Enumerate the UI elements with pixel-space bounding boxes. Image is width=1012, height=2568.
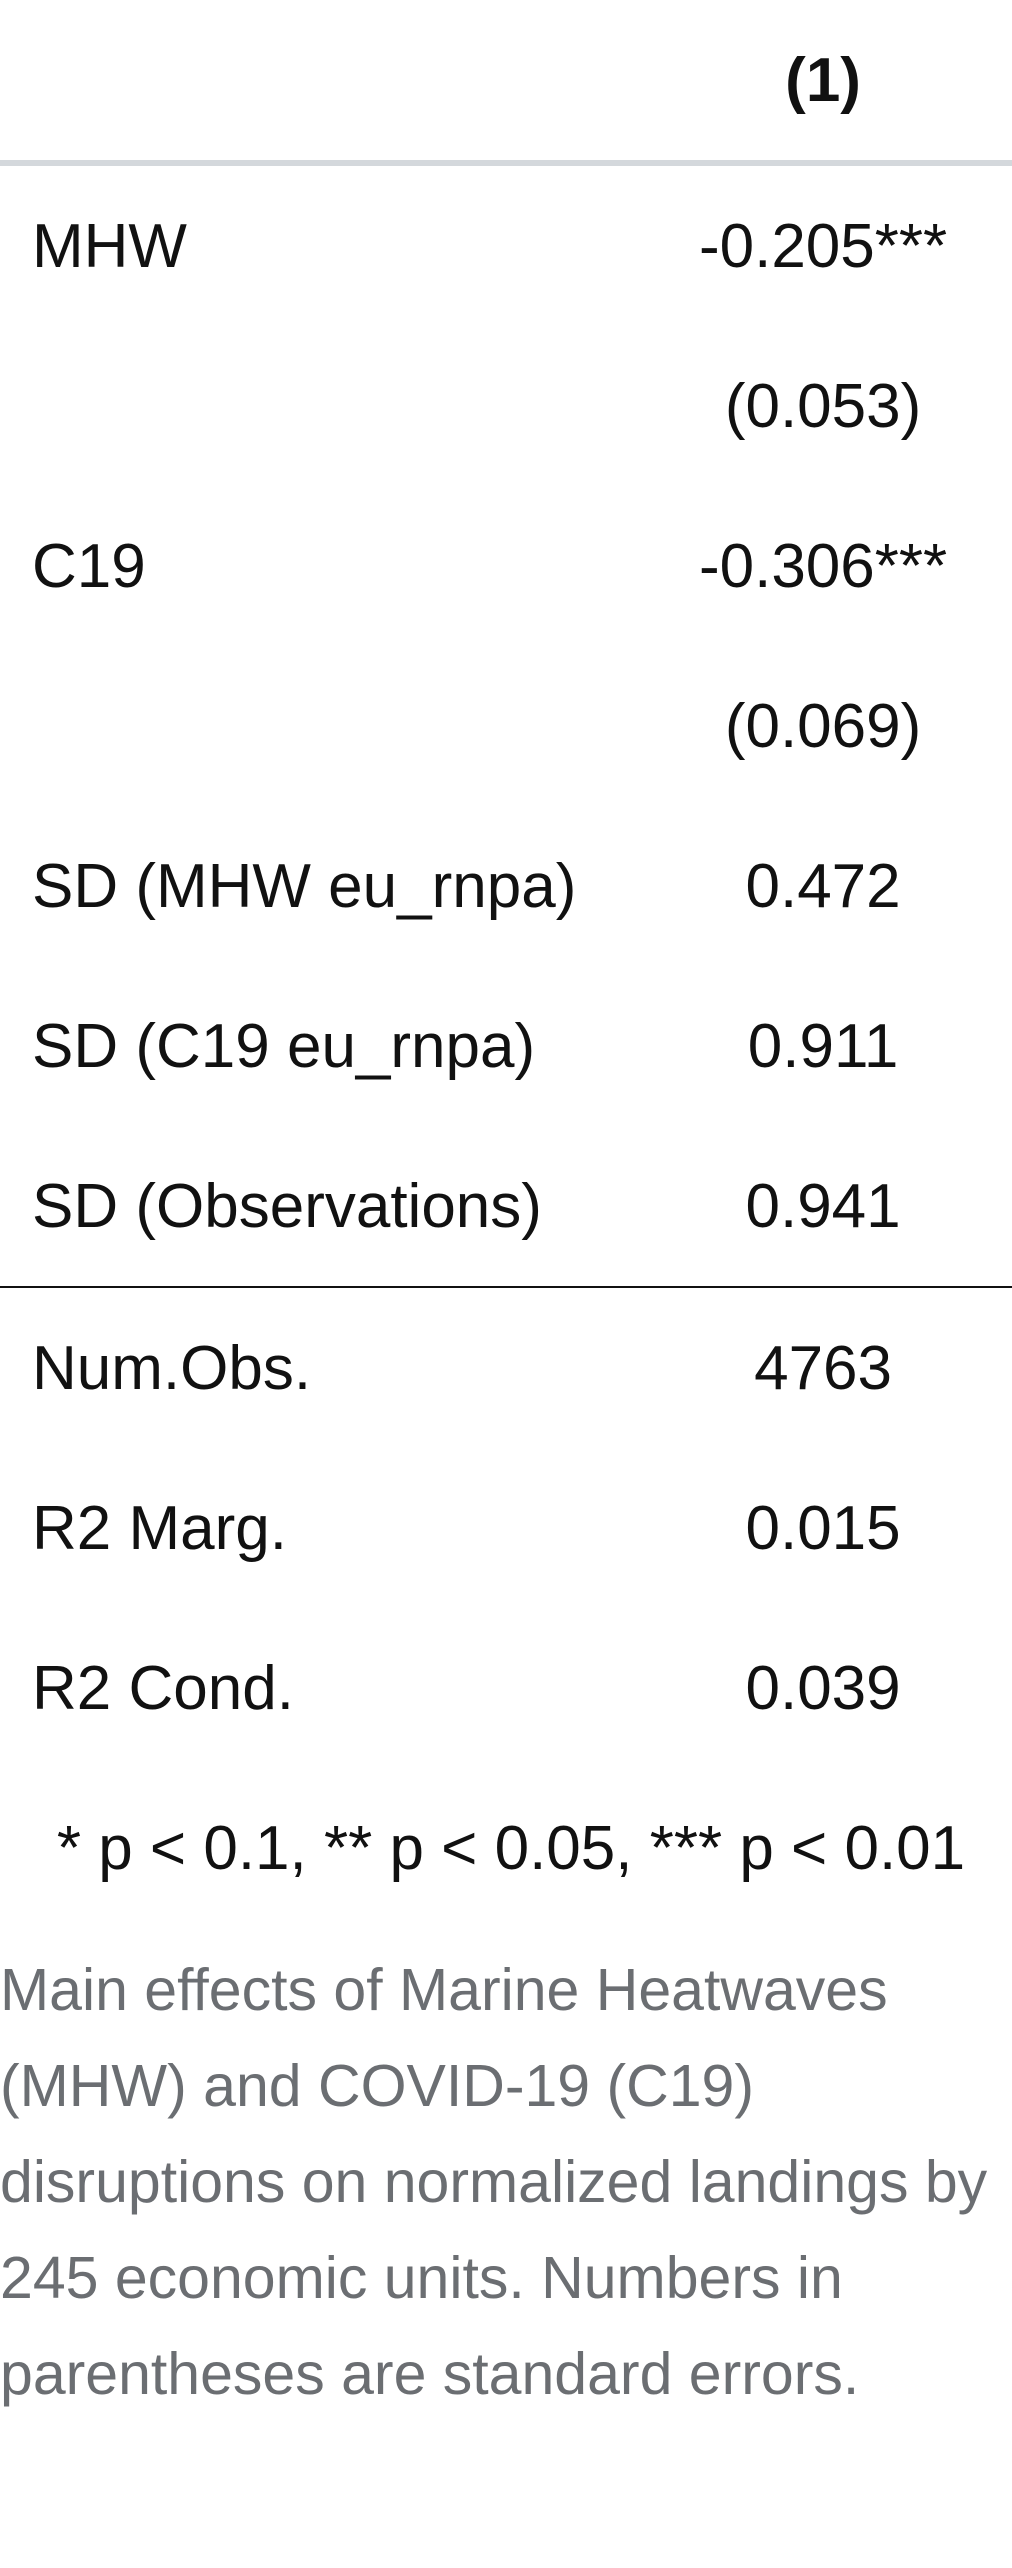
header-empty-cell: [0, 0, 635, 166]
row-value: (0.069): [724, 691, 922, 761]
row-label: SD (MHW eu_rnpa): [32, 851, 577, 921]
table-row-num-obs: Num.Obs. 4763: [0, 1286, 1012, 1448]
table-row-r2-cond: R2 Cond. 0.039: [0, 1608, 1012, 1768]
table-header-row: (1): [0, 0, 1012, 166]
row-label: C19: [32, 531, 146, 601]
row-value: 0.941: [745, 1171, 901, 1241]
stat-label: R2 Marg.: [32, 1493, 287, 1563]
row-label: SD (Observations): [32, 1171, 542, 1241]
row-value: -0.205***: [698, 211, 948, 281]
stat-value: 4763: [634, 1286, 1012, 1448]
row-value: -0.306***: [698, 531, 948, 601]
table-row-c19-se: (0.069): [0, 646, 1012, 806]
row-value: (0.053): [724, 371, 922, 441]
table-row-sd-c19: SD (C19 eu_rnpa) 0.911: [0, 966, 1012, 1126]
table-footnote-row: * p < 0.1, ** p < 0.05, *** p < 0.01: [0, 1768, 1012, 1928]
row-value: 0.472: [745, 851, 901, 921]
regression-table-container: (1) MHW -0.205*** (0.053) C19 -0.306*** …: [0, 0, 1012, 2407]
table-row-c19: C19 -0.306***: [0, 486, 1012, 646]
significance-footnote: * p < 0.1, ** p < 0.05, *** p < 0.01: [56, 1813, 966, 1883]
row-label: MHW: [32, 211, 187, 281]
table-row-mhw: MHW -0.205***: [0, 163, 1012, 326]
row-value: 0.911: [747, 1011, 899, 1081]
table-row-mhw-se: (0.053): [0, 326, 1012, 486]
stat-label: R2 Cond.: [32, 1653, 294, 1723]
row-label: [0, 646, 634, 806]
table-row-sd-mhw: SD (MHW eu_rnpa) 0.472: [0, 806, 1012, 966]
table-row-r2-marg: R2 Marg. 0.015: [0, 1448, 1012, 1608]
stat-value: 0.039: [745, 1653, 901, 1723]
row-label: SD (C19 eu_rnpa): [32, 1011, 536, 1081]
stat-label: Num.Obs.: [0, 1286, 635, 1448]
stat-value: 0.015: [745, 1493, 901, 1563]
row-label: [0, 326, 634, 486]
model-column-header: (1): [634, 0, 1012, 166]
table-row-sd-observations: SD (Observations) 0.941: [0, 1126, 1012, 1287]
regression-table: (1) MHW -0.205*** (0.053) C19 -0.306*** …: [0, 0, 1012, 1928]
table-caption: Main effects of Marine Heatwaves (MHW) a…: [0, 1957, 988, 2407]
